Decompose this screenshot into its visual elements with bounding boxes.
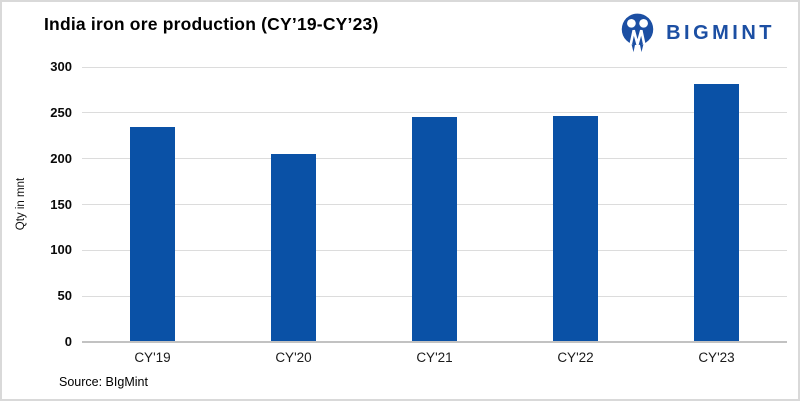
page-title: India iron ore production (CY’19-CY’23) bbox=[44, 14, 379, 34]
bigmint-monogram-icon bbox=[621, 13, 654, 53]
gridline bbox=[82, 66, 787, 68]
y-tick-label: 200 bbox=[50, 150, 72, 166]
x-tick-label: CY'21 bbox=[416, 350, 453, 365]
y-tick-label: 100 bbox=[50, 242, 72, 258]
y-tick-label: 300 bbox=[50, 59, 72, 74]
bigmint-logo: BIGMINT bbox=[619, 12, 775, 54]
bar-cy19 bbox=[130, 126, 175, 341]
x-tick-label: CY'19 bbox=[134, 350, 171, 365]
axis-baseline bbox=[82, 341, 787, 343]
bar-cy22 bbox=[553, 115, 598, 341]
bar-cy21 bbox=[412, 116, 457, 341]
bar-cy20 bbox=[271, 154, 316, 341]
source-note: Source: BIgMint bbox=[59, 375, 148, 389]
bar-cy23 bbox=[694, 83, 739, 341]
gridline bbox=[82, 112, 787, 114]
x-tick-label: CY'23 bbox=[698, 350, 735, 365]
y-tick-label: 0 bbox=[64, 334, 72, 349]
y-tick-label: 150 bbox=[50, 196, 72, 212]
x-tick-label: CY'22 bbox=[557, 350, 594, 365]
bigmint-wordmark: BIGMINT bbox=[666, 21, 775, 44]
x-tick-label: CY'20 bbox=[275, 350, 312, 365]
y-tick-label: 50 bbox=[57, 288, 72, 304]
y-tick-label: 250 bbox=[50, 104, 72, 120]
